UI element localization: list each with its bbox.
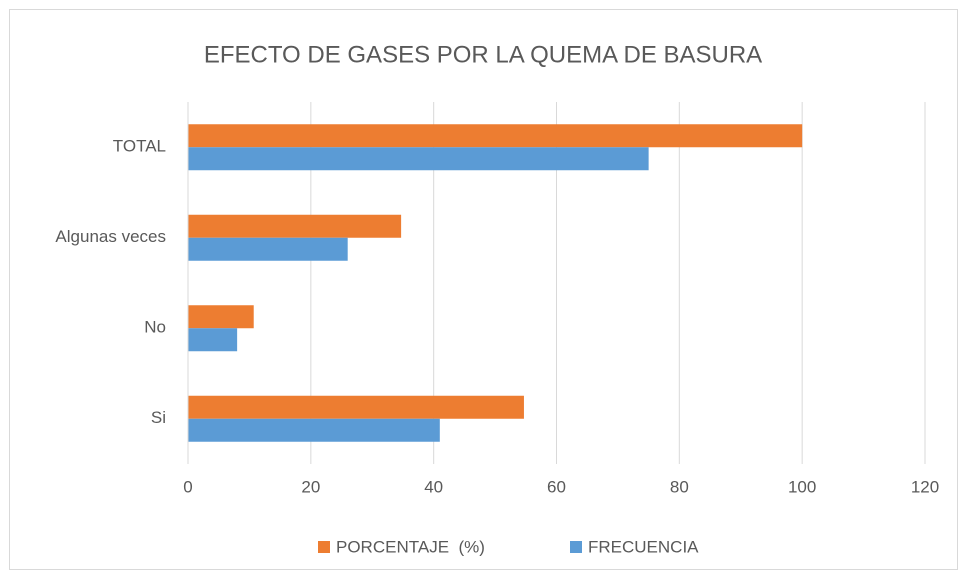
bar	[188, 147, 649, 171]
x-tick-label: 0	[183, 477, 192, 496]
bar	[188, 328, 238, 352]
chart-title: EFECTO DE GASES POR LA QUEMA DE BASURA	[204, 41, 762, 68]
legend-swatch	[318, 541, 330, 553]
x-tick-label: 20	[301, 477, 320, 496]
y-tick-label: Algunas veces	[55, 227, 166, 246]
legend-label: FRECUENCIA	[588, 537, 699, 556]
x-tick-label: 60	[547, 477, 566, 496]
x-tick-label: 80	[670, 477, 689, 496]
y-tick-label: Si	[151, 408, 166, 427]
x-tick-label: 120	[911, 477, 939, 496]
x-tick-label: 40	[424, 477, 443, 496]
bar	[188, 305, 254, 329]
legend-swatch	[570, 541, 582, 553]
y-tick-label: TOTAL	[113, 137, 166, 156]
bar	[188, 418, 440, 442]
x-tick-label: 100	[788, 477, 816, 496]
bar	[188, 214, 402, 238]
y-tick-label: No	[144, 318, 166, 337]
bar	[188, 124, 803, 148]
legend-label: PORCENTAJE (%)	[336, 537, 485, 556]
chart-border	[9, 9, 958, 570]
bar	[188, 395, 524, 419]
bar	[188, 237, 348, 261]
